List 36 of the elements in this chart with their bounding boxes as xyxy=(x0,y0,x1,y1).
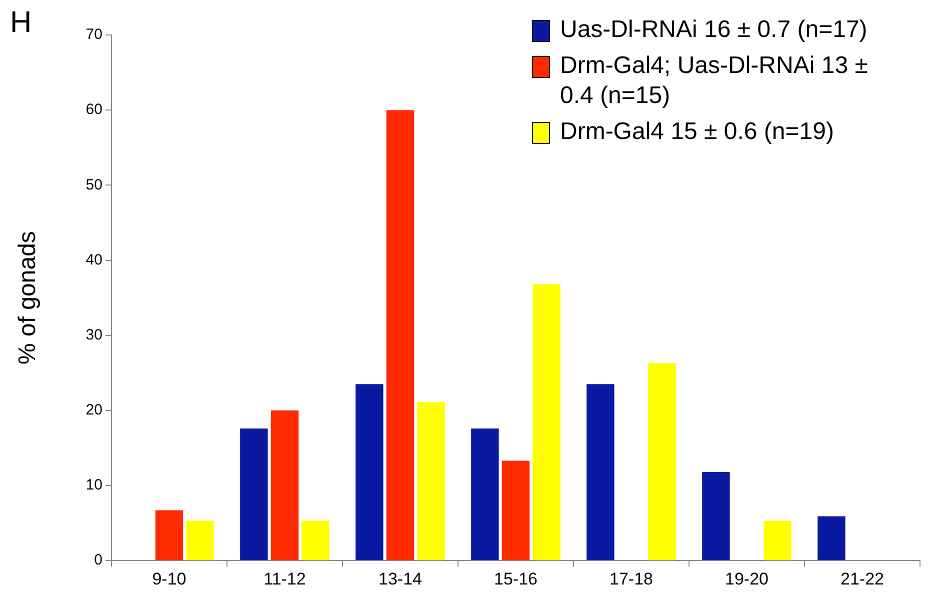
bar xyxy=(302,520,330,560)
bar xyxy=(270,410,299,560)
text: H xyxy=(10,6,32,40)
bar xyxy=(155,510,184,560)
bar xyxy=(186,520,214,560)
legend-label: Drm-Gal4; Uas-Dl-RNAi 13 ± 0.4 (n=15) xyxy=(560,51,869,111)
bar xyxy=(702,472,730,560)
y-tick-label: 40 xyxy=(86,251,102,268)
y-axis-title: % of gonads xyxy=(14,231,42,365)
bar xyxy=(648,363,676,560)
y-tick-label: 50 xyxy=(86,176,102,194)
bar xyxy=(386,110,414,560)
bar xyxy=(764,520,792,560)
x-tick-label: 15-16 xyxy=(494,569,538,588)
y-tick-label: 30 xyxy=(86,326,102,344)
x-tick-label: 13-14 xyxy=(378,569,422,588)
bar xyxy=(417,402,445,560)
x-tick-label: 17-18 xyxy=(610,569,653,588)
y-tick-label: 60 xyxy=(86,101,102,118)
x-tick-label: 19-20 xyxy=(725,569,768,588)
bar xyxy=(586,384,614,560)
y-tick-label: 70 xyxy=(86,26,102,44)
bar xyxy=(471,428,499,560)
bar xyxy=(356,384,384,560)
y-tick-label: 10 xyxy=(86,476,102,494)
bar xyxy=(502,460,530,560)
y-tick-label: 0 xyxy=(94,552,102,569)
legend-label: Uas-Dl-RNAi 16 ± 0.7 (n=17) xyxy=(560,15,868,45)
bar xyxy=(240,428,268,560)
y-tick-label: 20 xyxy=(86,402,102,419)
legend-label: Drm-Gal4 15 ± 0.6 (n=19) xyxy=(560,117,834,147)
bar xyxy=(818,516,846,560)
x-tick-label: 21-22 xyxy=(840,569,884,588)
x-tick-label: 11-12 xyxy=(264,569,306,588)
bar xyxy=(532,284,560,560)
x-tick-label: 9-10 xyxy=(152,569,186,588)
